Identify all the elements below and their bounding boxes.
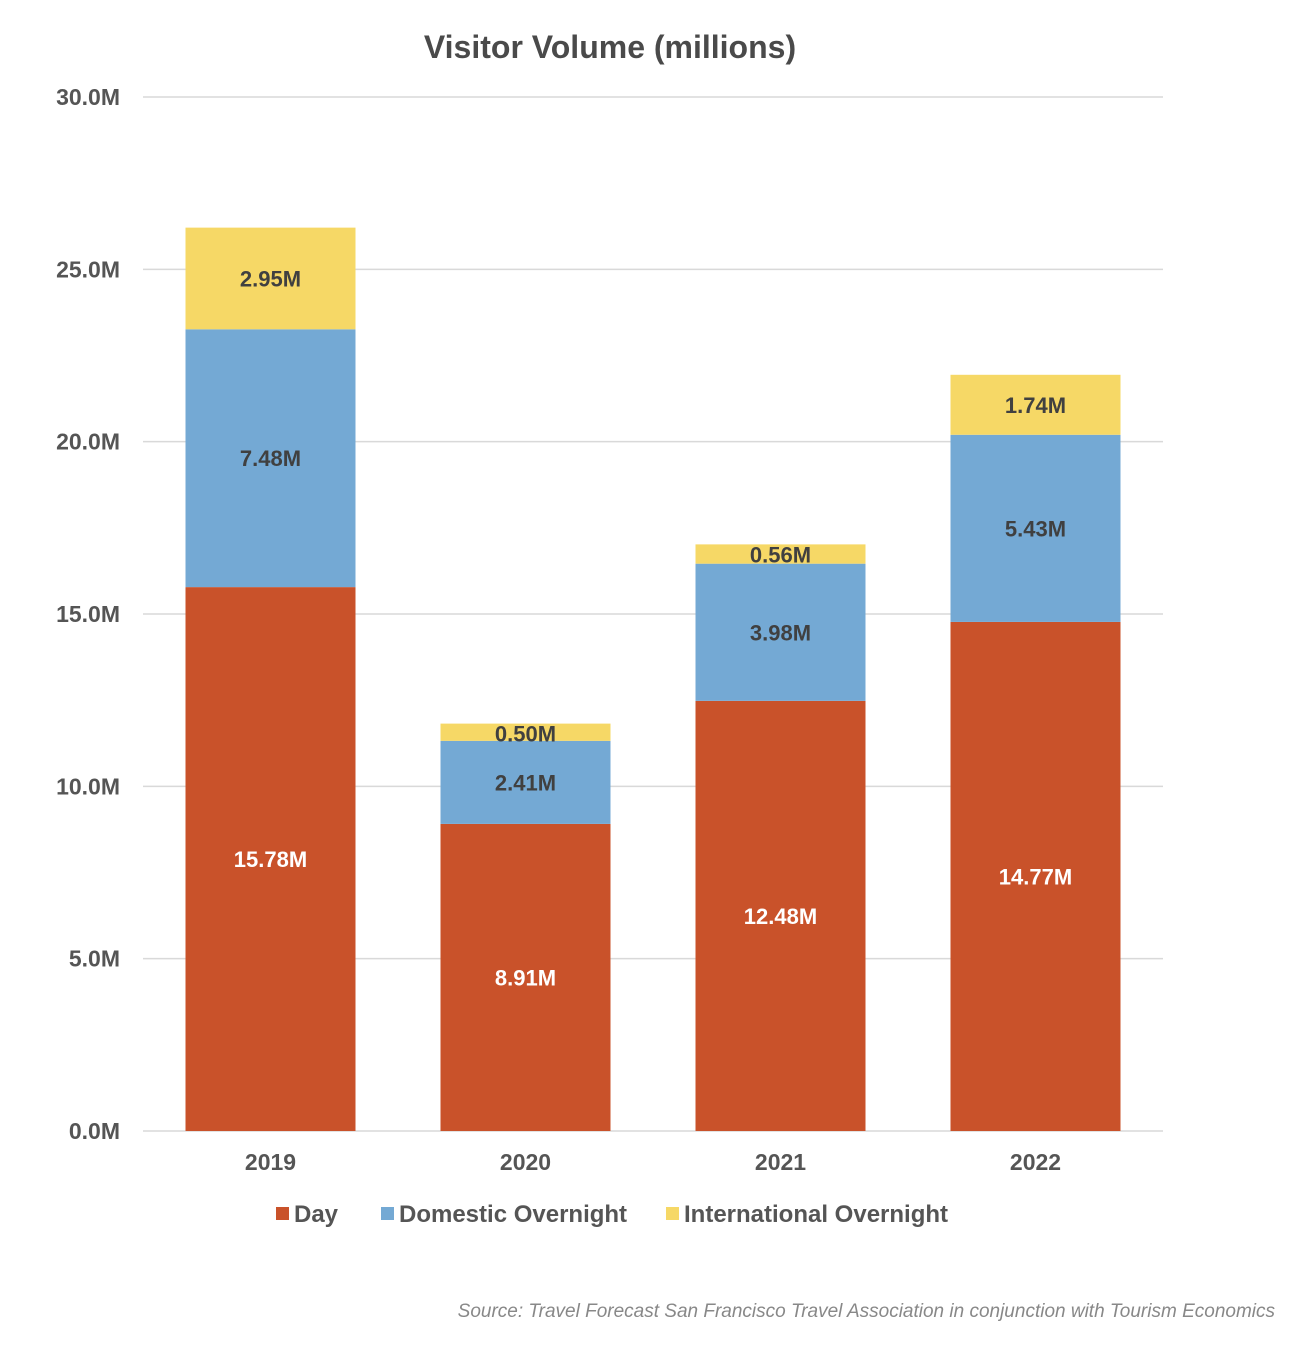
data-labels: 15.78M 7.48M 2.95M 8.91M 2.41M 0.50M 12.48M 3.9… <box>234 266 1072 990</box>
legend-swatch <box>381 1207 394 1220</box>
bar-segment <box>185 587 356 1131</box>
legend-item: Day <box>276 1201 339 1228</box>
legend-label: Day <box>294 1201 339 1228</box>
y-tick-label: 25.0M <box>56 256 120 282</box>
data-label: 15.78M <box>234 847 307 872</box>
bar-segment <box>950 621 1121 1131</box>
data-label: 0.56M <box>750 542 811 567</box>
bar-segment <box>695 700 866 1131</box>
stacked-bars <box>185 227 1121 1131</box>
y-tick-label: 10.0M <box>56 773 120 799</box>
legend-item: Domestic Overnight <box>381 1201 627 1228</box>
legend-swatch <box>276 1207 289 1220</box>
x-axis-tick-labels: 2019 2020 2021 2022 <box>245 1149 1061 1175</box>
bar-segment <box>950 374 1121 435</box>
legend-swatch <box>666 1207 679 1220</box>
data-label: 1.74M <box>1005 393 1066 418</box>
y-tick-label: 20.0M <box>56 429 120 455</box>
data-label: 8.91M <box>495 965 556 990</box>
chart-title: Visitor Volume (millions) <box>424 29 796 65</box>
data-label: 5.43M <box>1005 516 1066 541</box>
x-tick-label: 2022 <box>1010 1149 1061 1175</box>
data-label: 2.95M <box>240 266 301 291</box>
legend-label: Domestic Overnight <box>399 1201 627 1228</box>
bar-segment <box>185 227 356 330</box>
data-label: 7.48M <box>240 446 301 471</box>
source-note: Source: Travel Forecast San Francisco Tr… <box>458 1301 1276 1322</box>
bar-segment <box>950 434 1121 622</box>
y-tick-label: 15.0M <box>56 601 120 627</box>
y-tick-label: 30.0M <box>56 84 120 110</box>
legend-label: International Overnight <box>684 1201 948 1228</box>
data-label: 2.41M <box>495 770 556 795</box>
bar-segment <box>695 544 866 564</box>
x-tick-label: 2020 <box>500 1149 551 1175</box>
data-label: 3.98M <box>750 620 811 645</box>
x-tick-label: 2021 <box>755 1149 806 1175</box>
bar-segment <box>440 740 611 824</box>
bar-segment <box>440 723 611 741</box>
data-label: 0.50M <box>495 722 556 747</box>
legend-item: International Overnight <box>666 1201 948 1228</box>
bar-segment <box>185 329 356 588</box>
data-label: 12.48M <box>744 904 817 929</box>
y-tick-label: 5.0M <box>69 946 120 972</box>
x-tick-label: 2019 <box>245 1149 296 1175</box>
legend: Day Domestic Overnight International Overn… <box>276 1201 948 1228</box>
y-axis-tick-labels: 0.0M 5.0M 10.0M 15.0M 20.0M 25.0M 30.0M <box>56 84 120 1144</box>
bar-segment <box>695 563 866 701</box>
data-label: 14.77M <box>999 864 1072 889</box>
y-tick-label: 0.0M <box>69 1118 120 1144</box>
bar-segment <box>440 823 611 1131</box>
